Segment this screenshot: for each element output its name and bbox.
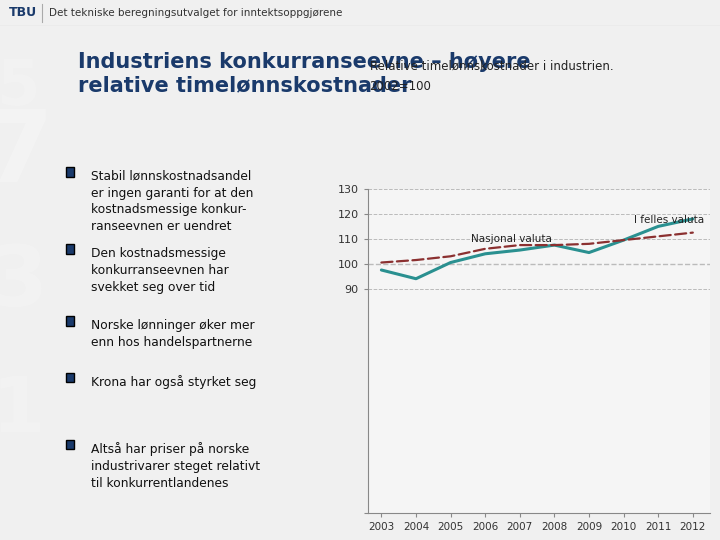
Text: Industriens konkurranseevne – høyere
relative timelønnskostnader: Industriens konkurranseevne – høyere rel… (78, 52, 531, 96)
Text: TBU: TBU (9, 6, 37, 19)
FancyBboxPatch shape (66, 245, 73, 254)
Text: Krona har også styrket seg: Krona har også styrket seg (91, 375, 256, 389)
Text: Altså har priser på norske
industrivarer steget relativt
til konkurrentlandenes: Altså har priser på norske industrivarer… (91, 442, 260, 490)
Text: Det tekniske beregningsutvalget for inntektsoppgjørene: Det tekniske beregningsutvalget for innt… (49, 8, 342, 18)
FancyBboxPatch shape (66, 440, 73, 449)
Text: 1: 1 (0, 374, 45, 449)
Text: Relative timelønnskostnader i industrien.: Relative timelønnskostnader i industrien… (369, 59, 613, 72)
FancyBboxPatch shape (66, 373, 73, 382)
Text: 5: 5 (0, 58, 40, 118)
Text: Den kostnadsmessige
konkurranseevnen har
svekket seg over tid: Den kostnadsmessige konkurranseevnen har… (91, 247, 228, 294)
FancyBboxPatch shape (66, 316, 73, 326)
Text: 3: 3 (0, 242, 48, 323)
FancyBboxPatch shape (66, 167, 73, 177)
Text: Stabil lønnskostnadsandel
er ingen garanti for at den
kostnadsmessige konkur-
ra: Stabil lønnskostnadsandel er ingen garan… (91, 170, 253, 233)
Text: 7: 7 (0, 106, 53, 203)
Text: 2002=100: 2002=100 (369, 80, 431, 93)
Text: Norske lønninger øker mer
enn hos handelspartnerne: Norske lønninger øker mer enn hos handel… (91, 319, 254, 349)
Text: Nasjonal valuta: Nasjonal valuta (472, 234, 552, 244)
Text: I felles valuta: I felles valuta (634, 215, 704, 225)
